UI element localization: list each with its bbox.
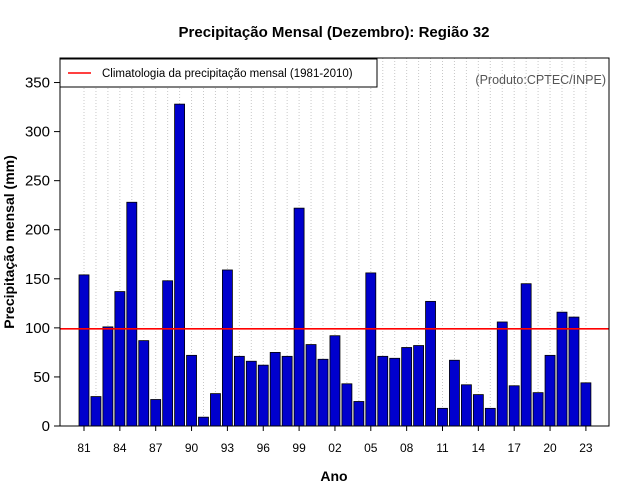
y-tick-label: 300 [25, 124, 50, 141]
bar-94 [233, 355, 245, 427]
x-tick-label: 99 [292, 441, 306, 455]
x-tick-label: 20 [543, 441, 557, 455]
x-tick-label: 81 [77, 441, 91, 455]
x-tick-label: 14 [472, 441, 486, 455]
x-tick-label: 11 [436, 441, 449, 455]
bar-14 [472, 394, 484, 427]
x-tick-label: 84 [113, 441, 127, 455]
bar-16 [496, 321, 508, 427]
bar-89 [174, 103, 186, 427]
bar-13 [460, 384, 472, 427]
legend-label: Climatologia da precipitação mensal (198… [102, 68, 353, 80]
y-tick-label: 150 [25, 271, 50, 288]
bar-93 [221, 269, 233, 427]
bar-22 [568, 316, 580, 427]
x-tick-label: 23 [579, 441, 593, 455]
x-tick-label: 08 [400, 441, 414, 455]
y-axis-label: Precipitação mensal (mm) [1, 155, 17, 329]
x-tick-label: 93 [221, 441, 235, 455]
bar-98 [281, 355, 293, 427]
y-tick-label: 200 [25, 222, 50, 239]
bar-96 [257, 364, 269, 427]
legend: Climatologia da precipitação mensal (198… [59, 58, 378, 88]
y-tick-label: 350 [25, 75, 50, 92]
bar-99 [293, 207, 305, 427]
bar-91 [198, 416, 209, 427]
bar-19 [532, 392, 544, 427]
bar-82 [90, 396, 102, 427]
bar-90 [186, 354, 197, 427]
bar-84 [114, 291, 126, 427]
bar-06 [377, 355, 389, 427]
bar-00 [305, 344, 317, 427]
bar-88 [162, 280, 174, 427]
bar-07 [389, 357, 401, 427]
legend-box [59, 58, 378, 88]
x-tick-label: 05 [364, 441, 378, 455]
bar-20 [544, 354, 556, 427]
y-tick-label: 50 [33, 369, 50, 386]
bar-86 [138, 340, 150, 427]
bar-87 [150, 399, 162, 427]
bar-09 [413, 345, 425, 427]
bar-02 [329, 335, 341, 427]
bar-05 [365, 272, 377, 427]
credit-text: (Produto:CPTEC/INPE) [475, 73, 606, 87]
x-axis-label: Ano [320, 468, 347, 484]
y-axis: 0 50 100 150 200 250 300 350 [25, 75, 60, 435]
bar-81 [78, 274, 90, 427]
bar-18 [520, 283, 532, 427]
bar-03 [341, 383, 353, 427]
bar-04 [353, 401, 365, 427]
y-tick-label: 0 [42, 418, 50, 435]
bar-83 [102, 326, 114, 427]
bars [78, 103, 592, 427]
bar-11 [437, 407, 448, 427]
bar-23 [580, 382, 592, 427]
chart-title: Precipitação Mensal (Dezembro): Região 3… [179, 24, 490, 41]
y-tick-label: 250 [25, 173, 50, 190]
bar-85 [126, 201, 138, 427]
y-tick-label: 100 [25, 320, 50, 337]
x-axis: 81 84 87 90 93 96 99 02 05 08 11 14 17 20 23 [77, 426, 593, 455]
bar-01 [317, 358, 329, 427]
bar-95 [245, 360, 257, 427]
bar-12 [449, 359, 460, 427]
x-tick-label: 02 [328, 441, 342, 455]
bar-10 [425, 300, 436, 427]
x-tick-label: 17 [508, 441, 522, 455]
x-tick-label: 90 [185, 441, 199, 455]
bar-97 [269, 351, 281, 427]
bar-15 [484, 407, 496, 427]
bar-92 [210, 393, 221, 427]
bar-17 [508, 385, 520, 427]
x-tick-label: 96 [257, 441, 271, 455]
x-tick-label: 87 [149, 441, 163, 455]
bar-08 [401, 347, 413, 427]
